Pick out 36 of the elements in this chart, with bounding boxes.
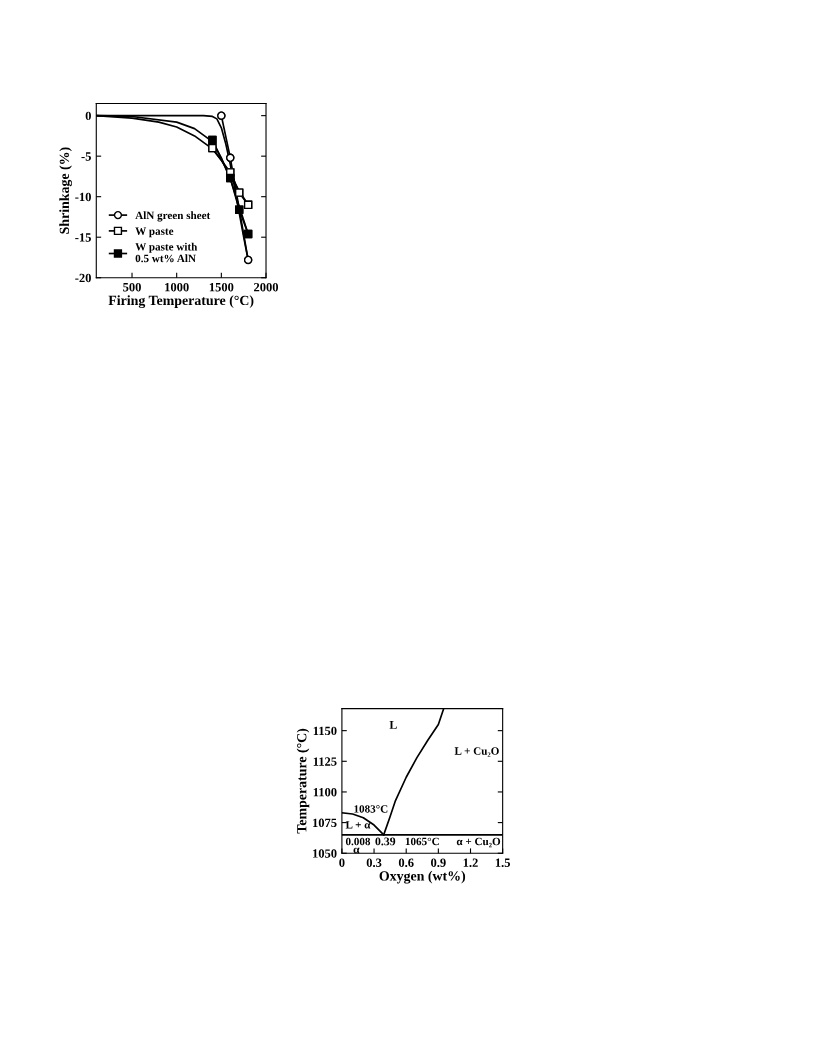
x-tick-label: 0.3 [366,858,382,867]
y-tick-label: -20 [75,273,91,283]
annotation: 1065°C [405,837,439,846]
y-tick-label: -15 [75,233,91,242]
y-tick-label: 0 [85,111,91,121]
annotation: 0.39 [375,837,396,846]
legend-label: W paste with 0.5 wt% AlN [135,242,198,263]
x-tick-label: 0 [339,858,345,867]
x-tick-label: 1.5 [495,858,511,867]
annotation: L [389,721,397,729]
annotation: α [353,847,360,854]
y-tick-label: 1125 [313,757,337,766]
y-axis-title: Shrinkage (%) [59,147,72,234]
x-tick-label: 500 [123,282,141,292]
x-tick-label: 0.6 [398,858,414,867]
annotation: α + Cu₂O [456,837,501,848]
y-axis-title: Temperature (°C) [296,728,310,834]
x-axis-title: Oxygen (wt%) [379,870,466,884]
legend-label: W paste [135,227,174,238]
annotation: L + Cu₂O [454,747,499,757]
x-tick-label: 1500 [209,282,234,292]
x-tick-label: 2000 [254,282,279,292]
x-axis-title: Firing Temperature (°C) [108,295,254,309]
y-tick-label: 1075 [313,818,337,828]
x-tick-label: 0.9 [431,858,446,867]
y-tick-label: -10 [75,192,91,202]
annotation: 1083°C [354,805,388,813]
x-tick-label: 1.2 [463,858,478,867]
annotation: L + α [345,821,371,829]
y-tick-label: 1050 [313,849,337,858]
annotation: 0.008 [345,837,371,846]
y-tick-label: -5 [81,152,91,161]
y-tick-label: 1100 [313,787,337,797]
x-tick-label: 1000 [165,282,189,292]
y-tick-label: 1150 [313,726,337,736]
legend-label: AlN green sheet [135,211,211,222]
